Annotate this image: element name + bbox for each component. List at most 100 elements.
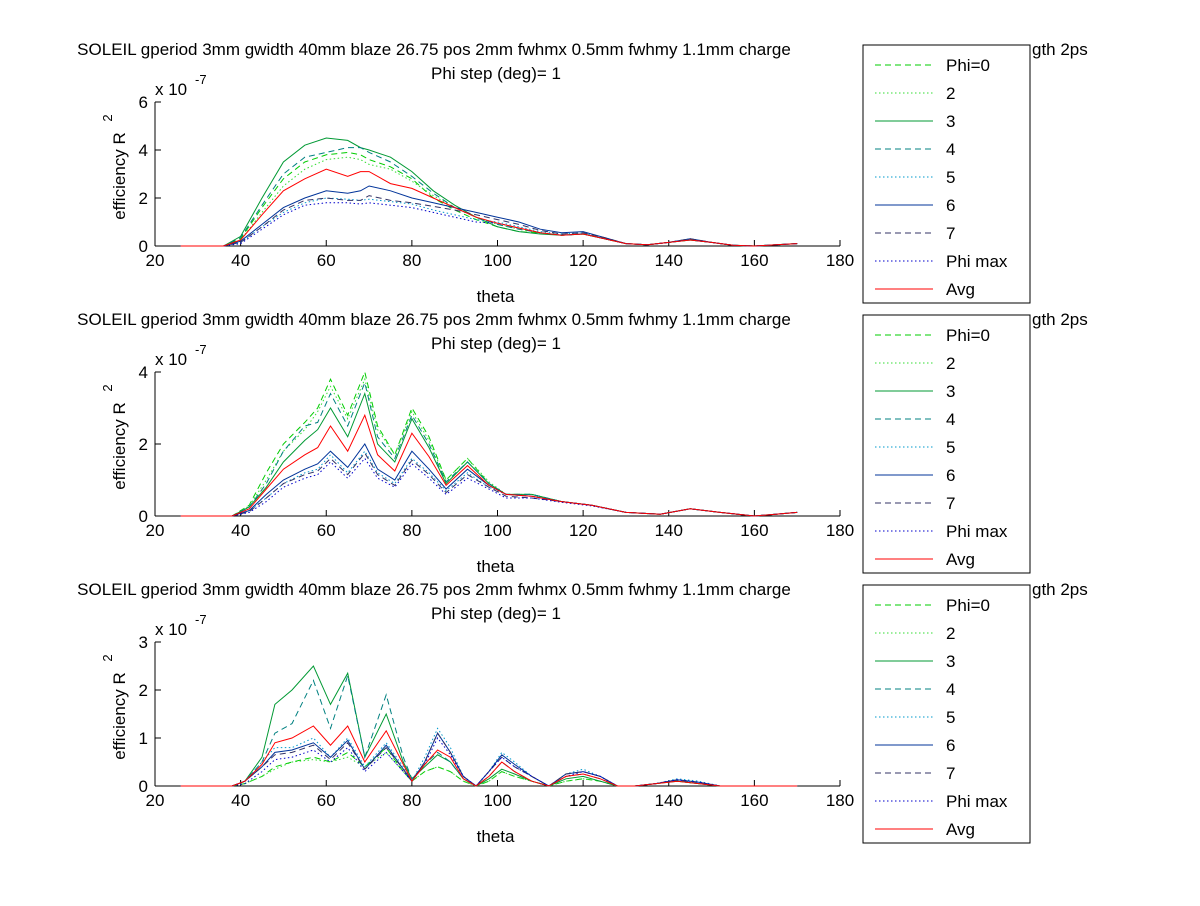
y-axis-label-superscript: 2 (100, 384, 115, 391)
series-line-5 (180, 727, 798, 787)
chart-title-tail: gth 2ps (1032, 40, 1088, 59)
series-line-2 (180, 751, 798, 787)
series-line-9 (180, 413, 798, 517)
x-axis-label: theta (477, 557, 515, 576)
y-axis-label: efficiency R (110, 402, 129, 490)
x-axis-label: theta (477, 287, 515, 306)
series-line-9 (180, 168, 798, 247)
legend-label: 4 (946, 680, 955, 699)
subplot-2: SOLEIL gperiod 3mm gwidth 40mm blaze 26.… (77, 310, 1088, 576)
series-line-5 (180, 197, 798, 247)
legend-label: Phi max (946, 792, 1008, 811)
legend-label: 2 (946, 624, 955, 643)
legend-box (862, 584, 1031, 844)
x-tick-label: 80 (402, 251, 421, 270)
legend-label: 6 (946, 736, 955, 755)
y-exponent-superscript: -7 (195, 342, 207, 357)
chart-subtitle: Phi step (deg)= 1 (431, 604, 561, 623)
x-tick-label: 160 (740, 791, 768, 810)
y-axis-label: efficiency R (110, 672, 129, 760)
x-tick-label: 80 (402, 791, 421, 810)
series-line-6 (180, 732, 798, 787)
chart-subtitle: Phi step (deg)= 1 (431, 334, 561, 353)
legend-box (862, 314, 1031, 574)
x-tick-label: 60 (317, 521, 336, 540)
x-tick-label: 120 (569, 251, 597, 270)
x-tick-label: 100 (483, 251, 511, 270)
series-line-2 (180, 377, 798, 517)
x-tick-label: 120 (569, 791, 597, 810)
y-tick-label: 2 (139, 681, 148, 700)
series-line-1 (180, 746, 798, 787)
y-tick-label: 3 (139, 633, 148, 652)
legend-label: 3 (946, 382, 955, 401)
y-exponent-superscript: -7 (195, 612, 207, 627)
y-tick-label: 2 (139, 189, 148, 208)
y-axis-label: efficiency R (110, 132, 129, 220)
legend-label: 5 (946, 438, 955, 457)
legend-label: 5 (946, 168, 955, 187)
legend-label: Phi=0 (946, 596, 990, 615)
legend-label: 6 (946, 466, 955, 485)
chart-title: SOLEIL gperiod 3mm gwidth 40mm blaze 26.… (77, 580, 791, 599)
x-tick-label: 80 (402, 521, 421, 540)
legend-label: 6 (946, 196, 955, 215)
x-tick-label: 180 (826, 521, 854, 540)
y-tick-label: 0 (139, 507, 148, 526)
y-axis-label-superscript: 2 (100, 114, 115, 121)
chart-title: SOLEIL gperiod 3mm gwidth 40mm blaze 26.… (77, 310, 791, 329)
y-tick-label: 0 (139, 777, 148, 796)
x-tick-label: 140 (655, 791, 683, 810)
y-tick-label: 0 (139, 237, 148, 256)
legend-label: 7 (946, 494, 955, 513)
chart-title: SOLEIL gperiod 3mm gwidth 40mm blaze 26.… (77, 40, 791, 59)
chart-title-tail: gth 2ps (1032, 310, 1088, 329)
legend-box (862, 44, 1031, 304)
series-line-3 (180, 137, 798, 247)
series-line-7 (180, 452, 798, 517)
legend-label: Phi=0 (946, 56, 990, 75)
x-tick-label: 100 (483, 791, 511, 810)
legend-label: 4 (946, 140, 955, 159)
chart-title-tail: gth 2ps (1032, 580, 1088, 599)
series-line-3 (180, 665, 798, 787)
legend-label: 4 (946, 410, 955, 429)
x-tick-label: 20 (146, 251, 165, 270)
series-line-7 (180, 195, 798, 247)
x-tick-label: 140 (655, 521, 683, 540)
series-line-4 (180, 673, 798, 787)
x-tick-label: 100 (483, 521, 511, 540)
subplot-3: SOLEIL gperiod 3mm gwidth 40mm blaze 26.… (77, 580, 1088, 846)
series-line-3 (180, 391, 798, 517)
legend-label: Avg (946, 550, 975, 569)
y-exponent-label: x 10 (155, 620, 187, 639)
y-tick-label: 1 (139, 729, 148, 748)
series-line-7 (180, 732, 798, 787)
x-tick-label: 120 (569, 521, 597, 540)
legend-label: 7 (946, 224, 955, 243)
legend-label: 3 (946, 652, 955, 671)
x-axis-label: theta (477, 827, 515, 846)
legend-label: Avg (946, 820, 975, 839)
series-line-6 (180, 185, 798, 247)
legend-label: 5 (946, 708, 955, 727)
x-tick-label: 20 (146, 791, 165, 810)
y-tick-label: 6 (139, 93, 148, 112)
series-line-9 (180, 725, 798, 787)
x-tick-label: 140 (655, 251, 683, 270)
legend-label: 2 (946, 354, 955, 373)
legend-label: Phi=0 (946, 326, 990, 345)
legend-label: 7 (946, 764, 955, 783)
y-tick-label: 4 (139, 363, 148, 382)
x-tick-label: 60 (317, 791, 336, 810)
y-exponent-label: x 10 (155, 350, 187, 369)
legend-label: Avg (946, 280, 975, 299)
x-tick-label: 180 (826, 251, 854, 270)
legend-label: Phi max (946, 252, 1008, 271)
legend-label: 3 (946, 112, 955, 131)
x-tick-label: 40 (231, 251, 250, 270)
series-line-4 (180, 147, 798, 247)
y-axis-label-superscript: 2 (100, 654, 115, 661)
x-tick-label: 60 (317, 251, 336, 270)
